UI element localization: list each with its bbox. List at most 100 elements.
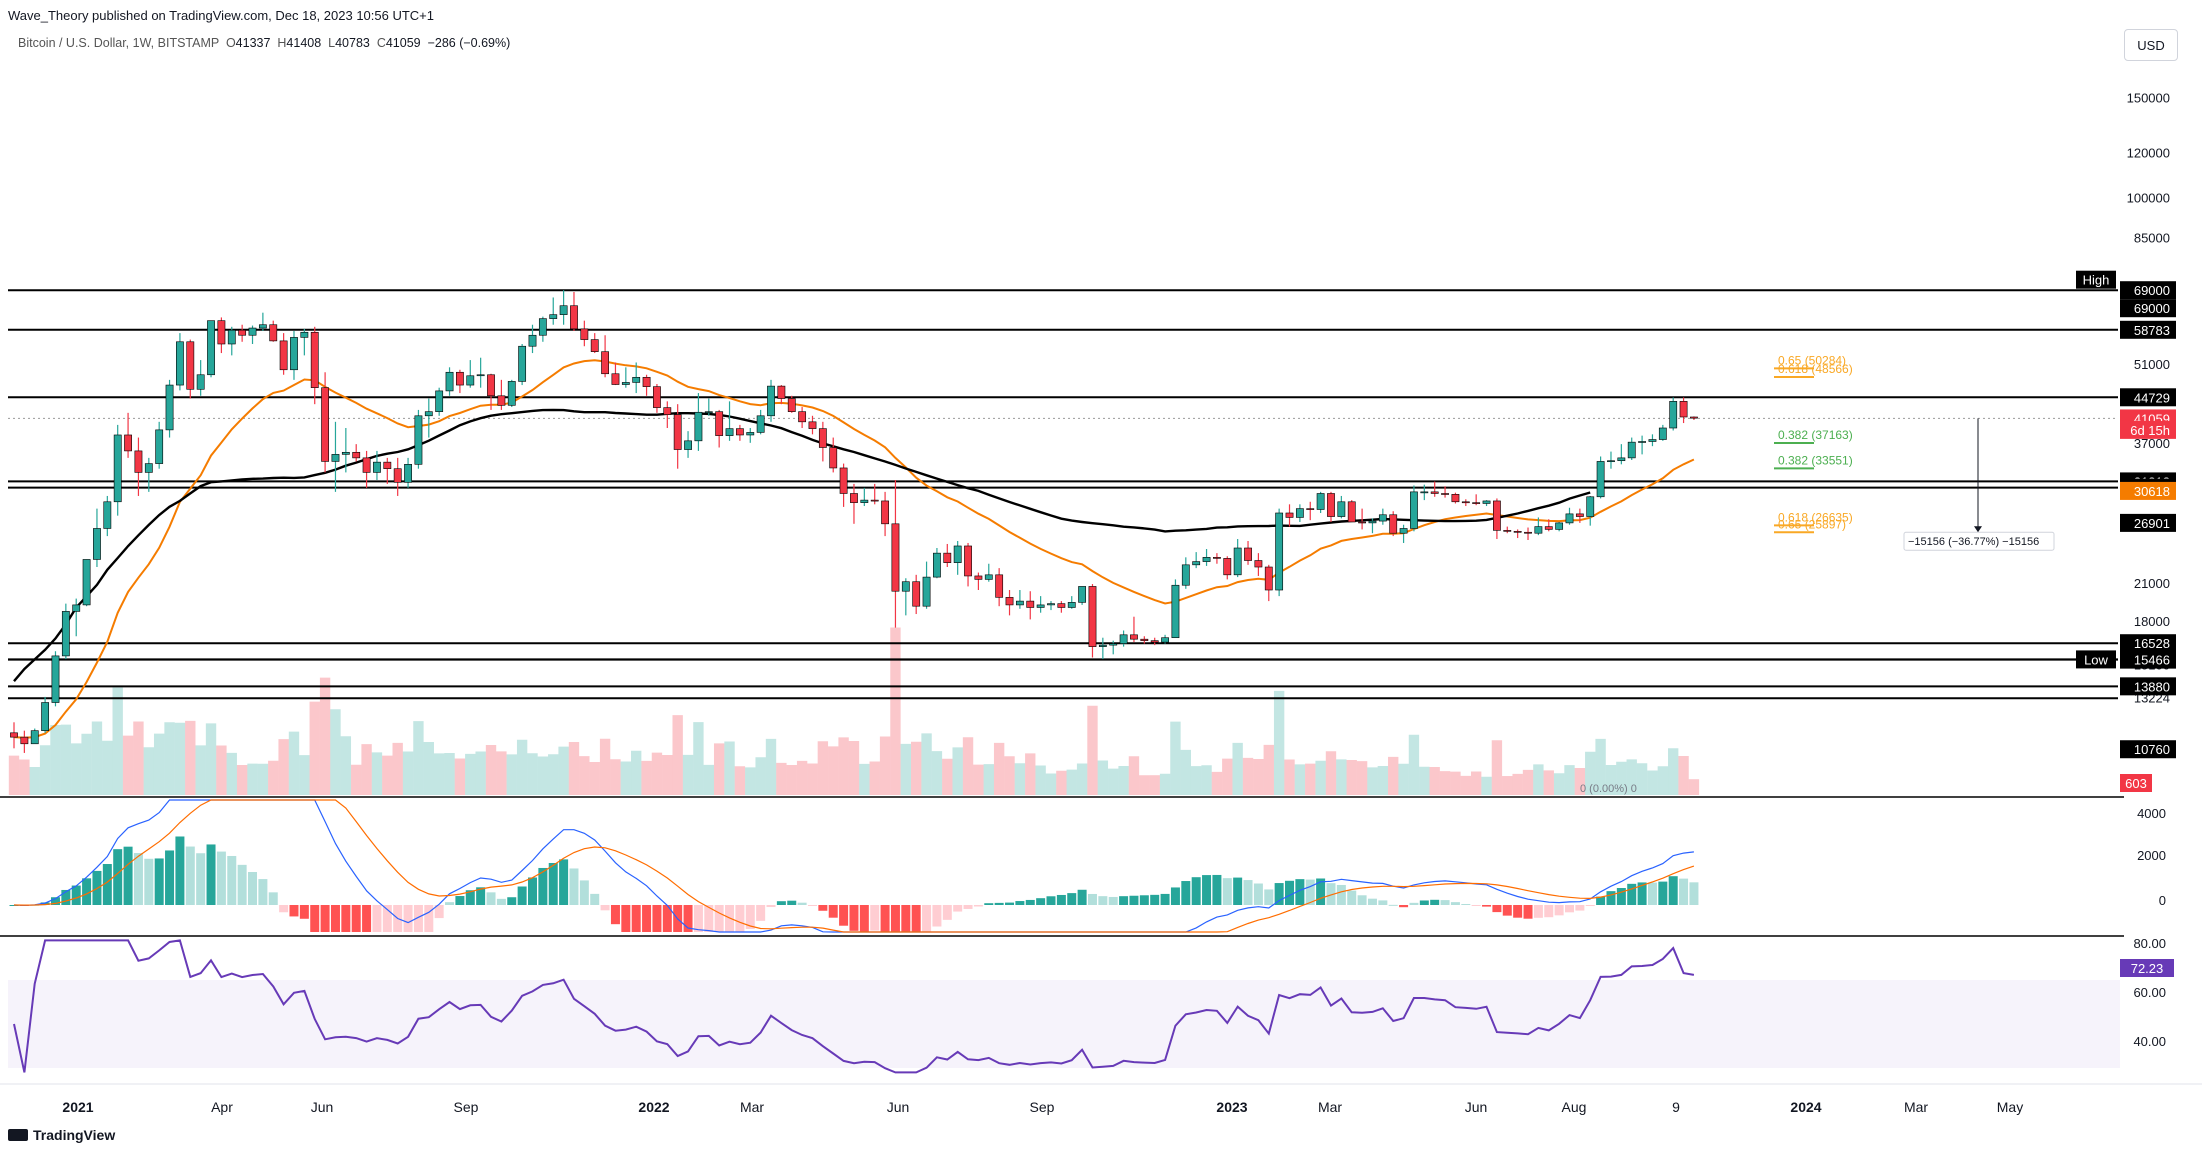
macd-histogram-bar	[963, 905, 973, 909]
signal-line	[13, 799, 1695, 933]
candle-body	[964, 545, 972, 577]
macd-histogram-bar	[1399, 905, 1409, 908]
time-axis[interactable]: 2021 Apr Jun Sep 2022 Mar Jun Sep 2023 Mar Jun Aug 9…	[0, 1083, 2202, 1115]
candle-body	[1648, 439, 1657, 442]
candle-body	[196, 374, 205, 390]
volume-bar	[340, 736, 352, 795]
volume-bar	[309, 701, 320, 795]
price-axis-label: 100000	[2127, 191, 2170, 206]
candle-body	[1306, 508, 1315, 510]
volume-bar	[195, 745, 206, 795]
candle-body	[1327, 493, 1335, 517]
volume-bar	[1253, 758, 1264, 795]
macd-histogram-bar	[569, 868, 579, 905]
macd-histogram-bar	[683, 905, 693, 932]
macd-histogram-bar	[465, 890, 475, 905]
macd-histogram-bar	[289, 905, 299, 917]
macd-histogram-bar	[299, 905, 309, 919]
time-axis-label: Mar	[740, 1099, 764, 1115]
close-label: C	[376, 36, 386, 50]
price-label-box	[2120, 299, 2176, 318]
macd-histogram-bar	[1647, 882, 1657, 905]
volume-bar	[1035, 765, 1046, 795]
macd-histogram-bar	[1098, 896, 1108, 905]
ema200-line	[13, 408, 1591, 682]
candle-body	[756, 415, 765, 433]
candle-body	[632, 376, 641, 383]
volume-bar	[475, 751, 486, 795]
macd-histogram-bar	[828, 905, 838, 918]
macd-histogram-bar	[496, 898, 506, 905]
candle-body	[974, 575, 983, 580]
candlestick-series	[10, 290, 1698, 753]
volume-bar	[122, 735, 134, 795]
macd-histogram-bar	[61, 889, 71, 905]
macd-histogram-bar	[71, 885, 81, 905]
macd-histogram-bar	[973, 905, 983, 907]
macd-histogram-bar	[932, 905, 942, 927]
volume-bar	[1356, 761, 1368, 795]
candle-body	[870, 499, 879, 502]
macd-histogram-bar	[320, 905, 330, 932]
candle-body	[404, 464, 412, 483]
candle-body	[1565, 513, 1574, 524]
price-axis[interactable]: 150000 120000 100000 85000 51000 37000 21000 18…	[2076, 90, 2176, 1049]
macd-histogram-bar	[994, 902, 1004, 905]
fib-label: 0.382 (37163)	[1778, 428, 1853, 442]
macd-histogram-bar	[1357, 895, 1367, 905]
rsi-value-text: 72.23	[2131, 961, 2164, 976]
macd-histogram-bar	[1616, 888, 1626, 905]
volume-bar	[1201, 765, 1212, 795]
macd-histogram-bar	[579, 880, 589, 905]
time-axis-label: Mar	[1904, 1099, 1928, 1115]
tag-label: High	[2083, 273, 2110, 288]
volume-bar	[1222, 758, 1233, 795]
macd-histogram-bar	[1119, 896, 1129, 905]
candle-body	[1057, 603, 1066, 608]
macd-axis-label: 2000	[2137, 848, 2166, 863]
rsi-pane	[8, 939, 2120, 1074]
macd-pane	[9, 799, 1699, 933]
candle-body	[310, 331, 319, 388]
candle-body	[1430, 491, 1439, 494]
volume-bar	[1553, 773, 1565, 795]
volume-bar	[1626, 759, 1637, 795]
candle-body	[1690, 416, 1698, 419]
price-label-box	[2120, 281, 2176, 300]
candle-body	[767, 385, 775, 417]
candle-body	[901, 581, 910, 592]
macd-histogram-bar	[953, 905, 963, 912]
price-axis-label: 51000	[2134, 357, 2170, 372]
volume-bar	[776, 762, 787, 795]
macd-histogram-bar	[766, 905, 776, 908]
macd-histogram-bar	[1253, 883, 1263, 905]
macd-histogram-bar	[50, 897, 60, 905]
candle-body	[1627, 441, 1636, 459]
volume-bar	[1688, 779, 1700, 795]
measure-tool[interactable]: −15156 (−36.77%) −15156	[1903, 418, 2055, 551]
candle-body	[1005, 597, 1014, 606]
macd-axis-label: 0	[2159, 893, 2166, 908]
candle-body	[984, 574, 993, 580]
candle-body	[1213, 557, 1221, 559]
candle-body	[51, 655, 60, 703]
currency-button[interactable]: USD	[2124, 29, 2178, 61]
price-label-text: 30618	[2134, 484, 2170, 499]
tag-label-box	[2076, 650, 2116, 669]
candle-body	[1192, 561, 1201, 566]
volume-bar	[351, 764, 362, 795]
candle-body	[1399, 528, 1408, 534]
candle-body	[445, 371, 454, 392]
macd-histogram-bar	[424, 905, 434, 932]
macd-histogram-bar	[1513, 905, 1523, 918]
horizontal-levels[interactable]	[8, 289, 2118, 700]
close-value: 41059	[385, 36, 421, 50]
volume-bar	[1004, 756, 1015, 795]
candle-body	[860, 499, 869, 503]
macd-histogram-bar	[216, 851, 226, 905]
candle-body	[653, 386, 661, 408]
macd-histogram-bar	[206, 844, 216, 905]
candle-body	[1389, 514, 1398, 534]
